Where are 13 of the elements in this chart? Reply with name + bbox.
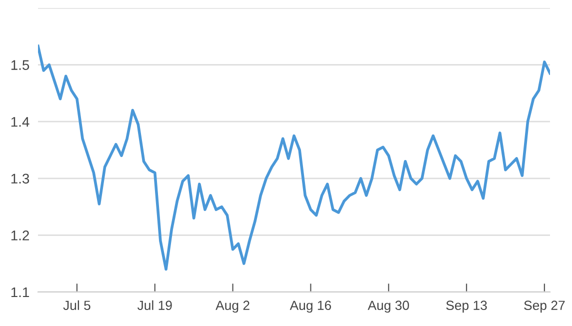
x-tick-label: Jul 5 xyxy=(63,300,90,310)
y-tick-label: 1.3 xyxy=(11,174,30,184)
y-tick-label: 1.4 xyxy=(11,117,30,127)
line-series xyxy=(38,44,550,271)
y-tick-label: 1.1 xyxy=(11,287,29,298)
x-tick-label: Sep 13 xyxy=(446,300,487,313)
x-tick-label: Aug 2 xyxy=(216,300,250,313)
x-tick-label: Jul 19 xyxy=(137,300,172,310)
x-tick-label: Sep 27 xyxy=(524,300,565,313)
y-tick-label: 1.5 xyxy=(11,60,30,70)
x-tick-label: Aug 16 xyxy=(290,300,332,313)
y-tick-label: 1.2 xyxy=(11,230,29,240)
x-tick-label: Aug 30 xyxy=(368,300,410,313)
